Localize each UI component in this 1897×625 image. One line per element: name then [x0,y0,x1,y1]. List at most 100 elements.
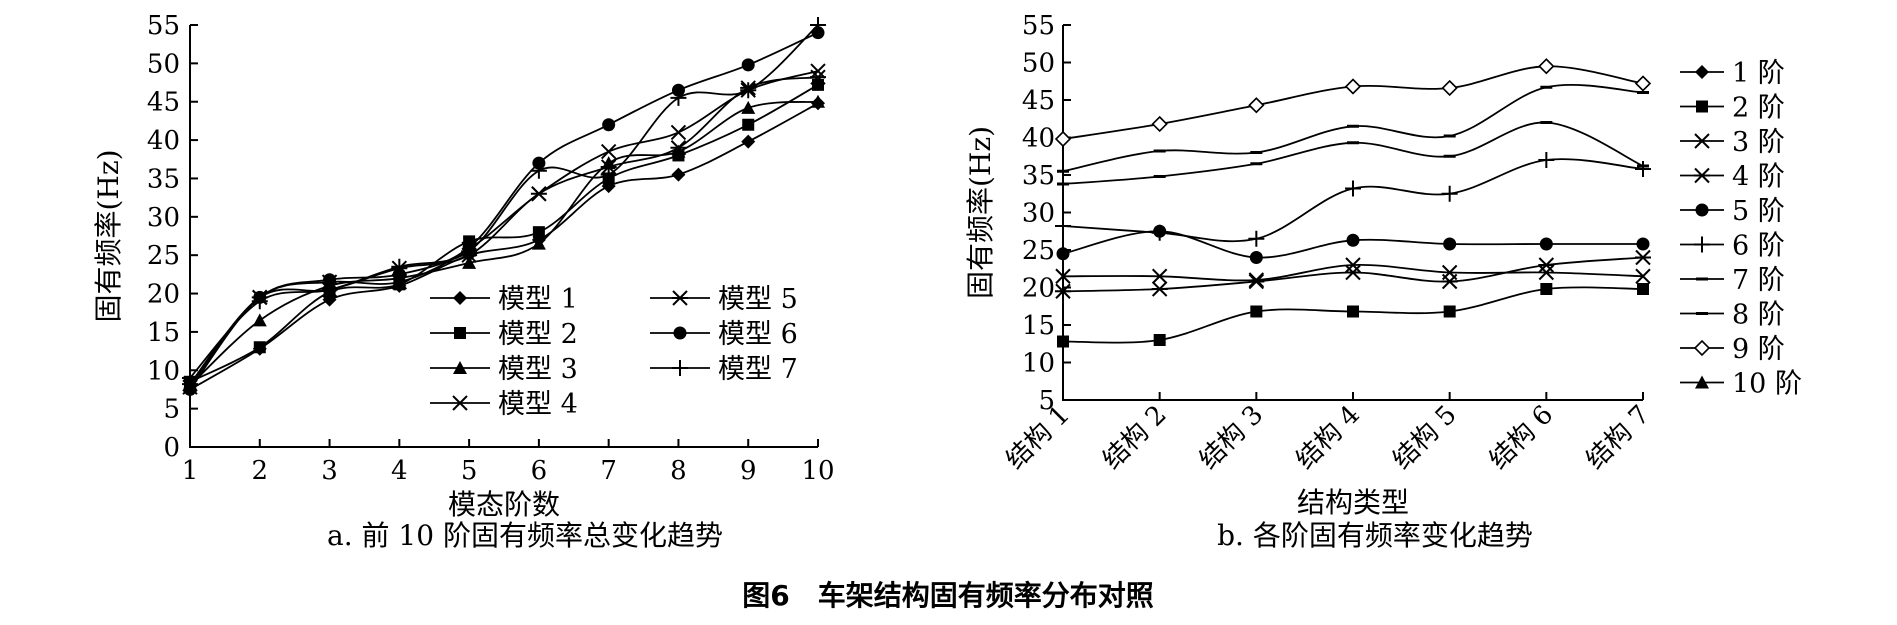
data-point-b [1538,257,1555,273]
data-point-a [600,143,617,160]
series-line-a [189,76,819,385]
y-tick-label-a: 55 [147,11,180,41]
legend-label-a: 模型 1 [498,284,578,315]
data-point-b [1151,281,1168,297]
legend-label-b: 5 阶 [1732,196,1785,227]
series-line-b [1062,65,1644,140]
x-tick-label-a: 6 [531,456,548,486]
data-point-a [600,166,617,183]
legend-label-b: 2 阶 [1732,93,1785,124]
x-tick-label-a: 4 [391,456,408,486]
data-point-a [811,94,825,108]
x-axis-title-a: 模态阶数 [448,488,560,521]
legend-marker-a [454,327,466,339]
data-point-b [1539,237,1553,251]
legend-marker-a [453,361,467,374]
legend-marker-a [672,290,688,306]
data-point-a [462,255,477,269]
data-point-b [1637,283,1649,295]
data-point-b [1151,224,1168,241]
data-point-a [740,82,757,99]
data-point-a [532,226,545,239]
data-point-b [1151,268,1168,284]
series-line-a [189,102,819,391]
series-b-7 [1057,121,1649,186]
data-point-b [1345,264,1361,281]
data-point-b [1634,75,1652,92]
x-tick-label-b: 结构 6 [1484,400,1560,476]
y-tick-label-a: 30 [147,203,180,233]
legend-a: 模型 1 模型 2 模型 3 模型 4 模型 5 模型 6 模型 7 [430,284,798,420]
data-point-b [1346,233,1360,247]
y-tick-label-a: 5 [163,395,180,425]
series-a-1 [183,96,825,397]
legend-label-b: 4 阶 [1732,162,1785,193]
series-line-b [1062,158,1644,243]
legend-b: 1 阶 2 阶3 阶 4 阶5 阶 6 阶7 阶 8 阶9 阶 10 阶 [1680,58,1802,400]
data-point-b [1345,180,1361,197]
legend-label-b: 6 阶 [1732,231,1785,262]
legend-marker-b [1696,100,1708,113]
data-point-a [670,124,687,141]
data-point-a [391,258,408,275]
y-tick-label-b: 20 [1022,274,1055,304]
legend-label-a: 模型 3 [498,354,578,385]
series-line-a [189,100,819,387]
data-point-b [1248,273,1265,290]
legend-label-a: 模型 2 [498,319,578,350]
data-point-a [741,134,756,149]
series-b-8 [1057,84,1649,173]
legend-marker-b [1695,65,1709,79]
x-tick-label-a: 8 [670,456,687,486]
legend-marker-b [1695,375,1709,389]
data-point-b [1344,78,1362,95]
data-point-b [1635,249,1651,266]
legend-marker-a [673,326,687,340]
y-tick-label-a: 35 [147,164,180,194]
x-tick-label-b: 结构 3 [1194,400,1270,476]
data-point-a [602,118,616,132]
data-point-a [182,369,198,386]
data-point-a [321,281,338,298]
data-point-b [1538,58,1555,75]
series-b-9 [1054,58,1652,148]
data-point-b [1443,237,1457,251]
y-tick-label-b: 5 [1038,386,1055,416]
data-point-b [1636,237,1650,251]
y-axis-title-b: 固有频率(Hz) [964,126,997,299]
y-axis-title-a: 固有频率(Hz) [92,149,125,322]
legend-label-b: 7 阶 [1732,265,1785,296]
x-tick-label-a: 5 [461,456,478,486]
x-tick-label-b: 结构 5 [1387,400,1463,476]
data-point-b [1347,305,1359,318]
data-point-b [1055,218,1071,234]
data-point-b [1540,283,1553,295]
legend-marker-b [1694,236,1710,253]
data-point-b [1443,305,1456,318]
y-tick-label-a: 20 [147,280,180,310]
data-point-b [1054,130,1072,148]
legend-marker-a [452,395,468,411]
x-tick-label-a: 10 [801,456,834,486]
y-tick-label-a: 40 [147,126,180,156]
data-point-a [251,293,268,310]
data-point-a [741,100,756,114]
data-point-a [670,140,687,156]
series-a-6 [183,26,825,396]
data-point-a [671,144,686,158]
data-point-a [530,162,547,179]
legend-label-a: 模型 5 [718,284,798,315]
x-tick-label-a: 9 [740,456,757,486]
legend-marker-b [1694,133,1710,149]
data-point-a [252,313,267,327]
data-point-a [671,167,686,182]
y-tick-label-b: 15 [1022,311,1055,341]
data-point-a [741,58,755,72]
data-point-b [1153,334,1166,346]
y-tick-label-a: 25 [147,241,180,271]
y-tick-label-a: 0 [163,433,180,463]
legend-label-b: 1 阶 [1732,58,1785,89]
data-point-a [183,382,197,396]
